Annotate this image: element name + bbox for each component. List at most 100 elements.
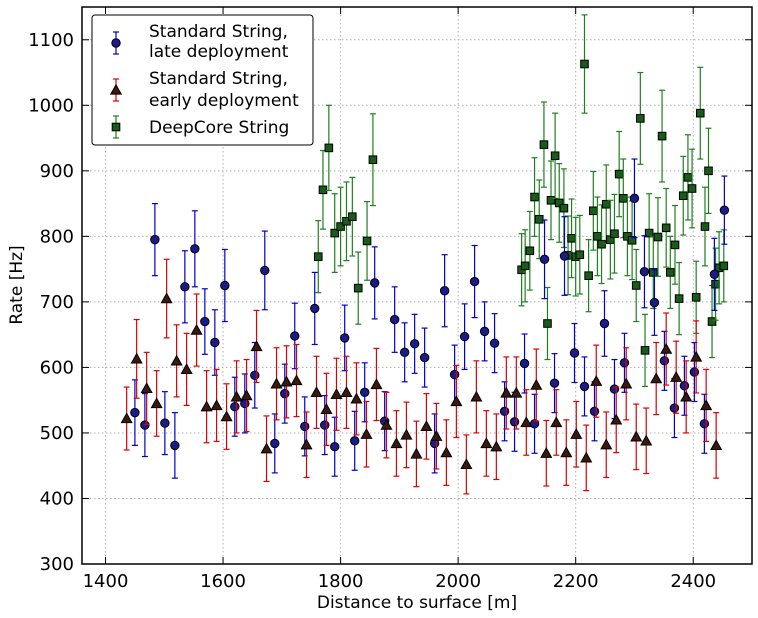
data-point (200, 316, 210, 327)
data-point (130, 352, 143, 364)
data-point (539, 140, 549, 149)
data-point (719, 261, 729, 271)
data-point (459, 331, 470, 342)
data-point (300, 421, 310, 432)
legend-label: Standard String, (149, 22, 288, 42)
data-point (690, 350, 703, 362)
data-point (130, 407, 140, 418)
data-series (120, 14, 730, 495)
data-point (170, 354, 183, 366)
data-point (210, 337, 220, 348)
data-point (368, 155, 378, 164)
data-point (559, 251, 570, 261)
data-point (653, 232, 663, 242)
data-point (230, 390, 243, 402)
y-tick-label: 300 (40, 554, 74, 575)
data-point (313, 252, 323, 261)
data-point (704, 166, 713, 176)
legend-label: DeepCore String (149, 118, 289, 138)
data-point (270, 377, 283, 389)
data-point (389, 314, 400, 325)
data-point (700, 222, 710, 231)
y-tick-label: 500 (40, 423, 74, 444)
data-point (449, 369, 460, 380)
data-point (180, 282, 190, 292)
legend-marker (109, 83, 123, 95)
data-point (420, 420, 433, 432)
data-point (610, 229, 619, 239)
data-point (550, 151, 560, 161)
data-point (593, 232, 602, 241)
data-point (290, 374, 303, 386)
data-point (410, 447, 423, 459)
data-point (530, 192, 539, 202)
data-point (489, 338, 500, 348)
data-point (390, 437, 403, 449)
y-axis-label: Rate [Hz] (7, 245, 27, 324)
data-point (699, 419, 710, 429)
data-point (549, 378, 560, 388)
y-tick-label: 1000 (28, 95, 74, 116)
data-point (419, 352, 430, 363)
data-point (589, 406, 600, 417)
data-point (546, 196, 556, 205)
x-tick-label: 1800 (318, 571, 364, 592)
y-tick-label: 800 (40, 226, 74, 247)
data-point (550, 416, 563, 428)
data-point (470, 390, 483, 402)
data-point (369, 278, 380, 288)
tick-labels: 1400 1600 1800 2000 2200 2400 300 400 500 600 700 8… (28, 30, 716, 592)
data-point (600, 438, 613, 450)
data-point (340, 386, 353, 397)
data-point (659, 356, 670, 366)
y-tick-label: 1100 (28, 30, 74, 51)
data-point (160, 418, 170, 428)
data-point (330, 228, 340, 238)
data-point (620, 377, 633, 389)
legend-box (91, 14, 314, 146)
data-point (330, 388, 343, 399)
data-point (560, 446, 573, 458)
data-point (140, 382, 153, 394)
data-point (260, 265, 270, 276)
data-point (220, 280, 230, 291)
data-point (618, 194, 628, 203)
data-point (280, 388, 290, 399)
data-point (520, 416, 533, 428)
data-point (580, 451, 593, 463)
data-point (569, 348, 580, 358)
data-point (669, 403, 680, 413)
y-tick-label: 400 (40, 488, 74, 509)
data-point (310, 303, 320, 314)
data-point (680, 390, 693, 402)
data-point (670, 371, 683, 382)
data-point (695, 108, 705, 118)
data-point (644, 228, 654, 238)
data-point (580, 59, 589, 69)
data-point (380, 418, 393, 430)
data-point (440, 446, 453, 458)
data-point (631, 281, 641, 290)
data-point (525, 246, 535, 256)
data-point (150, 234, 160, 245)
data-point (350, 436, 360, 446)
data-point (570, 428, 583, 439)
data-point (619, 358, 630, 368)
data-point (320, 403, 333, 415)
data-point (353, 283, 363, 293)
data-point (210, 399, 223, 411)
legend: Standard String, late deploymentStandard… (91, 14, 314, 146)
y-tick-label: 900 (40, 161, 74, 182)
data-point (499, 406, 510, 417)
data-point (627, 235, 637, 245)
y-tick-label: 600 (40, 357, 74, 378)
data-point (610, 413, 623, 425)
x-tick-label: 2200 (553, 571, 599, 592)
data-point (649, 297, 660, 308)
data-point (687, 184, 697, 193)
data-point (670, 240, 680, 250)
data-point (554, 198, 564, 208)
data-point (589, 206, 598, 216)
legend-marker (111, 122, 121, 132)
